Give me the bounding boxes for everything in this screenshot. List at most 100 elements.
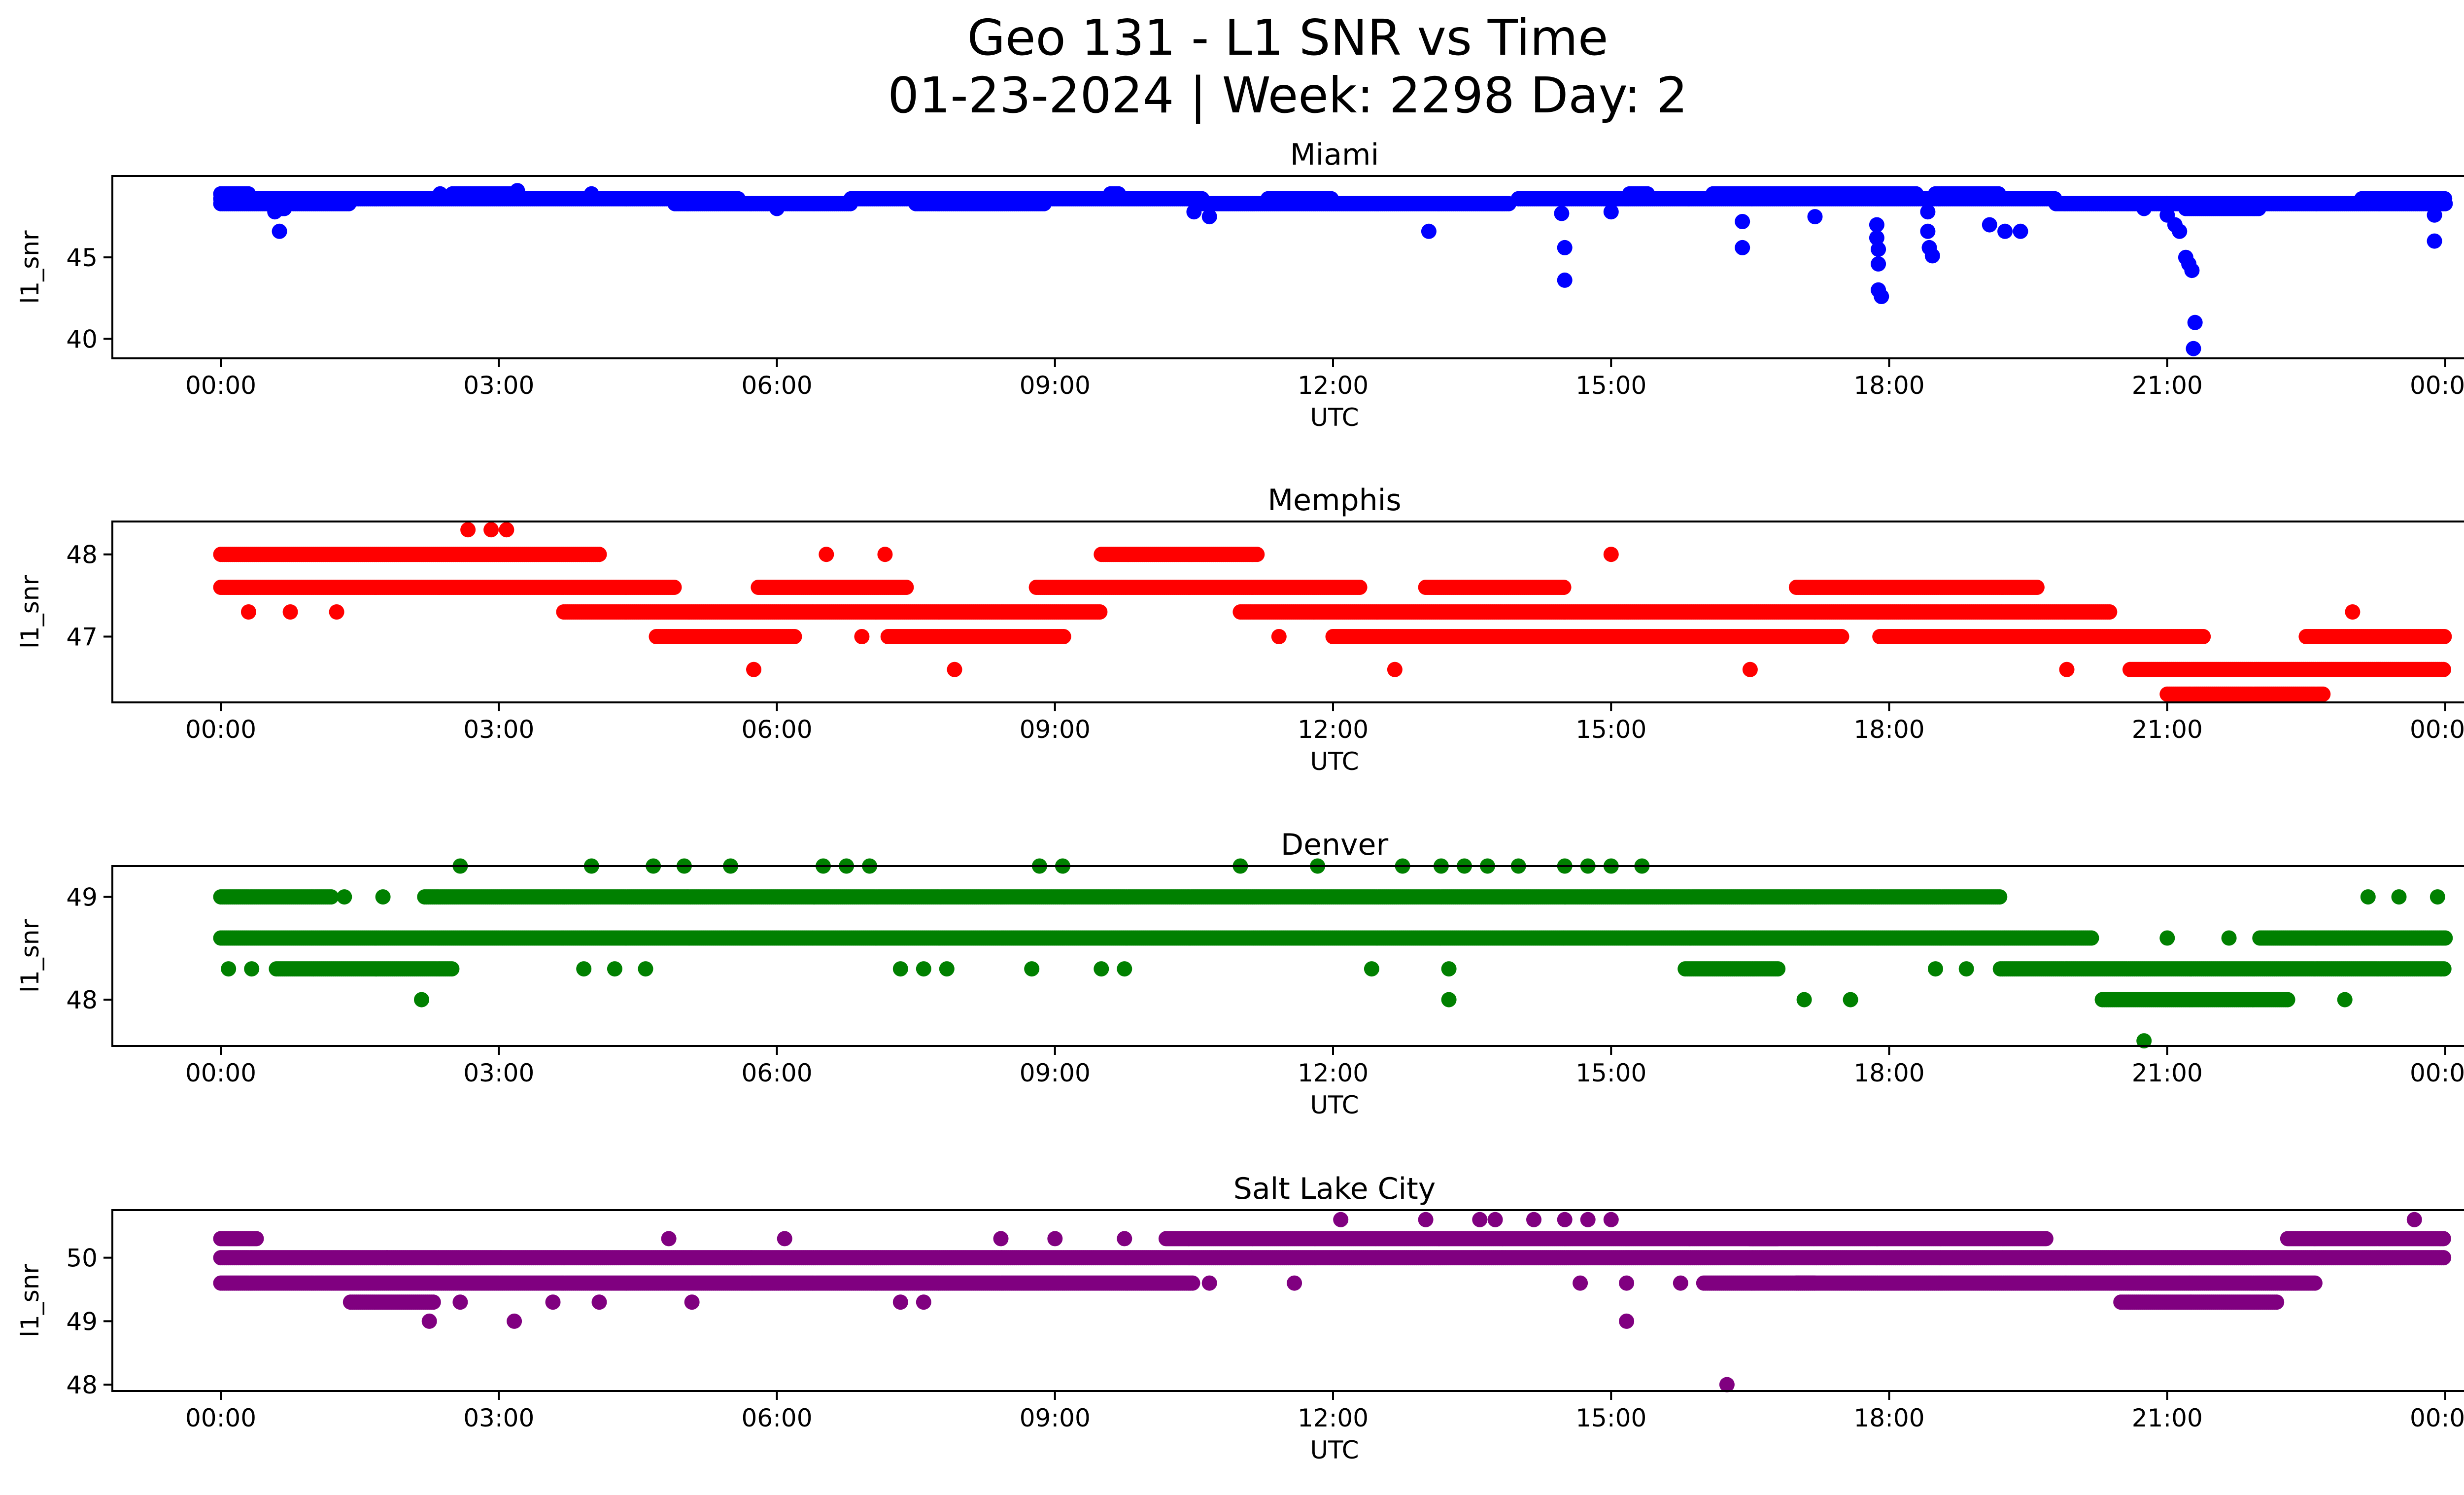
data-point — [1554, 206, 1570, 221]
data-point — [746, 661, 761, 677]
data-point — [787, 629, 802, 644]
data-point — [483, 522, 499, 538]
data-band — [213, 547, 1265, 562]
data-point — [1201, 209, 1217, 225]
x-tick-label: 00:00 — [185, 371, 256, 400]
data-point — [282, 604, 298, 620]
x-tick-label: 12:00 — [1298, 715, 1369, 744]
x-tick-label: 12:00 — [1298, 371, 1369, 400]
data-point — [1186, 204, 1202, 220]
data-point — [2427, 207, 2442, 223]
data-point — [2436, 661, 2451, 677]
data-band — [213, 889, 2008, 905]
data-point — [591, 547, 607, 562]
data-point — [769, 201, 785, 216]
x-tick-label: 18:00 — [1853, 371, 1924, 400]
data-point — [2172, 223, 2188, 239]
data-point — [1271, 629, 1287, 644]
data-point — [1869, 217, 1884, 233]
data-point — [1603, 204, 1619, 220]
x-tick-label: 06:00 — [741, 371, 812, 400]
data-point — [877, 547, 893, 562]
data-point — [432, 186, 448, 202]
figure-title-line1: Geo 131 - L1 SNR vs Time — [967, 9, 1608, 67]
data-point — [947, 661, 962, 677]
data-band — [2122, 661, 2451, 677]
x-tick-label: 18:00 — [1853, 715, 1924, 744]
x-tick-label: 09:00 — [1020, 715, 1091, 744]
data-point — [510, 183, 525, 199]
data-point — [1249, 547, 1265, 562]
x-tick-label: 00:00 — [2410, 715, 2464, 744]
data-point — [1421, 223, 1437, 239]
data-band — [649, 629, 2452, 644]
data-point — [843, 196, 858, 211]
data-point — [460, 522, 476, 538]
data-band — [2159, 686, 2331, 702]
subplot-2: 00:00 03:00 06:00 09:00 12:00 15:00 18:00 21:00… — [16, 828, 2464, 1119]
figure-title: Geo 131 - L1 SNR vs Time 01-23-2024 | We… — [0, 9, 2464, 124]
y-tick-label: 48 — [66, 541, 98, 569]
x-tick-label: 15:00 — [1575, 371, 1646, 400]
subplot-title: Memphis — [1267, 483, 1401, 518]
figure-subtitle: 01-23-2024 | Week: 2298 Day: 2 — [888, 67, 1688, 124]
subplot-title: Miami — [1290, 138, 1379, 172]
data-point — [1036, 196, 1052, 211]
data-point — [1982, 217, 1997, 233]
data-point — [583, 186, 599, 202]
data-point — [272, 223, 287, 239]
y-tick-label: 40 — [66, 325, 98, 353]
data-point — [898, 580, 914, 595]
y-axis-label: l1_snr — [16, 575, 44, 649]
data-point — [1920, 223, 1936, 239]
data-point — [1557, 240, 1573, 255]
data-point — [1807, 209, 1823, 225]
x-tick-label: 09:00 — [1020, 371, 1091, 400]
data-point — [1742, 661, 1758, 677]
data-point — [2187, 314, 2203, 330]
data-point — [1556, 580, 1572, 595]
x-tick-label: 03:00 — [463, 371, 534, 400]
data-point — [2195, 629, 2211, 644]
data-point — [1557, 272, 1573, 288]
x-tick-label: 06:00 — [741, 715, 812, 744]
y-tick-label: 45 — [66, 243, 98, 272]
data-point — [1387, 661, 1403, 677]
data-point — [1501, 196, 1517, 211]
subplot-1: 00:00 03:00 06:00 09:00 12:00 15:00 18:00 21:00… — [16, 483, 2464, 776]
data-point — [2186, 341, 2201, 356]
x-tick-label: 03:00 — [463, 715, 534, 744]
data-point — [2013, 223, 2028, 239]
data-point — [2427, 233, 2442, 249]
data-point — [1603, 547, 1619, 562]
data-band — [213, 196, 2453, 211]
subplot-0: 00:00 03:00 06:00 09:00 12:00 15:00 18:00 21:00… — [16, 138, 2464, 432]
data-point — [267, 204, 283, 220]
x-tick-label: 21:00 — [2132, 371, 2203, 400]
data-point — [2136, 201, 2152, 216]
data-point — [2184, 263, 2200, 278]
y-tick-label: 47 — [66, 623, 98, 652]
data-point — [2059, 661, 2075, 677]
data-point — [1735, 240, 1750, 255]
data-point — [2437, 196, 2453, 211]
data-point — [2102, 604, 2118, 620]
data-point — [1920, 204, 1936, 220]
data-point — [1056, 629, 1071, 644]
data-point — [1092, 604, 1108, 620]
x-tick-label: 15:00 — [1575, 715, 1646, 744]
data-point — [819, 547, 834, 562]
data-point — [2315, 686, 2331, 702]
x-tick-label: 21:00 — [2132, 715, 2203, 744]
data-point — [666, 580, 682, 595]
data-point — [2345, 604, 2361, 620]
data-point — [499, 522, 514, 538]
y-axis-label: l1_snr — [16, 230, 44, 304]
data-band — [213, 580, 2045, 595]
data-point — [1997, 223, 2013, 239]
data-point — [1871, 256, 1886, 272]
data-point — [1735, 214, 1750, 229]
data-point — [329, 604, 344, 620]
data-point — [240, 604, 256, 620]
